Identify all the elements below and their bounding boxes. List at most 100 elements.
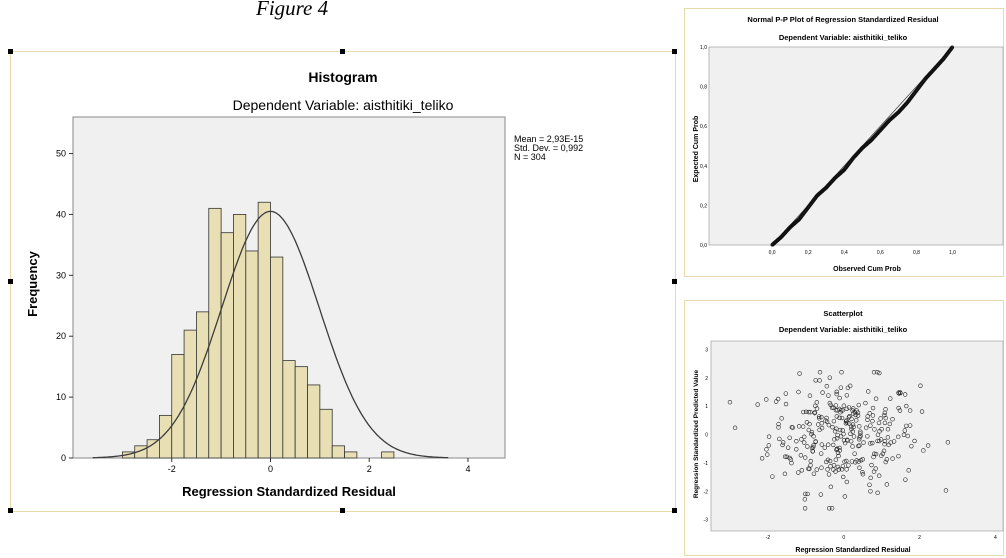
scatterplot-point — [809, 445, 815, 451]
scatterplot-point — [805, 491, 810, 497]
scatterplot-point — [805, 444, 810, 449]
scatterplot-point — [803, 491, 808, 497]
scatterplot-point — [833, 403, 839, 408]
scatterplot-point — [855, 413, 861, 418]
scatterplot-point — [865, 417, 870, 423]
scatterplot-point — [877, 370, 882, 376]
scatterplot-point — [839, 369, 844, 375]
scatterplot-point — [727, 399, 733, 405]
scatterplot-point — [766, 443, 771, 448]
scatterplot-point — [896, 390, 901, 395]
scatterplot-point — [826, 442, 831, 447]
scatterplot-point — [897, 408, 903, 413]
resize-handle-bottom-mid[interactable] — [340, 508, 345, 513]
scatterplot-point — [890, 456, 895, 461]
scatterplot-point — [817, 427, 822, 433]
scatterplot-frame[interactable]: Scatterplot Dependent Variable: aisthiti… — [684, 300, 1004, 556]
histogram-bar — [220, 232, 234, 459]
scatterplot-point — [837, 445, 842, 451]
scatterplot-point — [826, 472, 832, 477]
scatterplot-point — [850, 408, 855, 413]
scatterplot-point — [834, 426, 839, 431]
histogram-bar — [257, 201, 271, 459]
scatterplot-point — [879, 427, 884, 432]
scatterplot-chart: Scatterplot Dependent Variable: aisthiti… — [693, 309, 1004, 554]
scatterplot-point — [871, 369, 877, 375]
scatterplot-y-tick-label: -2 — [704, 489, 709, 495]
scatterplot-point — [885, 435, 891, 440]
scatterplot-point — [846, 421, 852, 426]
resize-handle-bottom-left[interactable] — [8, 508, 13, 513]
pp-plot-frame[interactable]: Normal P-P Plot of Regression Standardiz… — [684, 8, 1004, 277]
scatterplot-point — [868, 441, 873, 446]
scatterplot-point — [945, 440, 951, 445]
scatterplot-point — [882, 420, 888, 426]
scatterplot-point — [782, 471, 788, 477]
resize-handle-top-mid[interactable] — [340, 49, 345, 54]
scatterplot-point — [777, 436, 782, 442]
scatterplot-point — [780, 440, 786, 445]
scatterplot-point — [809, 429, 815, 435]
scatterplot-point — [858, 431, 863, 436]
scatterplot-point — [849, 426, 854, 432]
scatterplot-point — [833, 407, 839, 413]
scatterplot-point — [813, 403, 818, 409]
histogram-subtitle: Dependent Variable: aisthitiki_teliko — [233, 97, 454, 113]
scatterplot-point — [866, 389, 871, 394]
resize-handle-top-left[interactable] — [8, 49, 13, 54]
scatterplot-point — [841, 474, 846, 480]
scatterplot-point — [860, 457, 865, 462]
scatterplot-point — [838, 385, 844, 390]
scatterplot-point — [826, 422, 832, 428]
scatterplot-point — [822, 445, 827, 450]
scatterplot-point — [870, 413, 876, 418]
scatterplot-point — [882, 442, 887, 447]
scatterplot-point — [843, 421, 849, 426]
scatterplot-point — [846, 405, 852, 410]
pp-plot-y-tick-label: 0,6 — [700, 124, 707, 130]
scatterplot-point — [817, 378, 822, 383]
scatterplot-point — [853, 460, 858, 465]
scatterplot-point — [811, 471, 817, 476]
scatterplot-point — [732, 425, 738, 431]
scatterplot-point — [857, 465, 862, 470]
scatterplot-y-tick-label: 3 — [705, 348, 708, 354]
scatterplot-point — [912, 438, 917, 444]
scatterplot-point — [807, 466, 812, 472]
resize-handle-top-right[interactable] — [672, 49, 677, 54]
histogram-bar — [146, 439, 160, 459]
scatterplot-point — [819, 442, 824, 447]
scatterplot-point — [806, 427, 811, 433]
histogram-bar — [208, 207, 222, 459]
scatterplot-point — [906, 468, 911, 473]
scatterplot-point — [823, 418, 828, 423]
scatterplot-point — [873, 451, 879, 457]
pp-plot-title: Normal P-P Plot of Regression Standardiz… — [747, 15, 938, 24]
scatterplot-point — [919, 409, 925, 414]
scatterplot-point — [905, 433, 911, 439]
scatterplot-point — [826, 393, 831, 398]
scatterplot-point — [824, 415, 829, 421]
pp-plot-background — [708, 46, 1004, 246]
resize-handle-mid-left[interactable] — [8, 279, 13, 284]
scatterplot-point — [818, 451, 824, 456]
pp-plot-y-tick-label: 0,2 — [700, 203, 707, 209]
scatterplot-point — [783, 401, 789, 407]
pp-plot-point — [950, 45, 955, 50]
scatterplot-point — [829, 506, 835, 511]
resize-handle-mid-right[interactable] — [672, 279, 677, 284]
scatterplot-point — [872, 427, 877, 432]
scatterplot-point — [870, 418, 875, 424]
histogram-frame[interactable]: Histogram Dependent Variable: aisthitiki… — [10, 51, 676, 512]
scatterplot-point — [851, 434, 857, 439]
scatterplot-point — [876, 473, 882, 478]
scatterplot-point — [857, 443, 862, 448]
resize-handle-bottom-right[interactable] — [672, 508, 677, 513]
histogram-y-tick-label: 20 — [56, 331, 66, 341]
scatterplot-point — [787, 455, 792, 461]
scatterplot-point — [846, 414, 852, 420]
scatterplot-point — [865, 434, 870, 439]
scatterplot-point — [818, 492, 824, 497]
histogram-x-tick-label: 4 — [465, 464, 470, 474]
histogram-stat-n: N = 304 — [514, 152, 546, 162]
